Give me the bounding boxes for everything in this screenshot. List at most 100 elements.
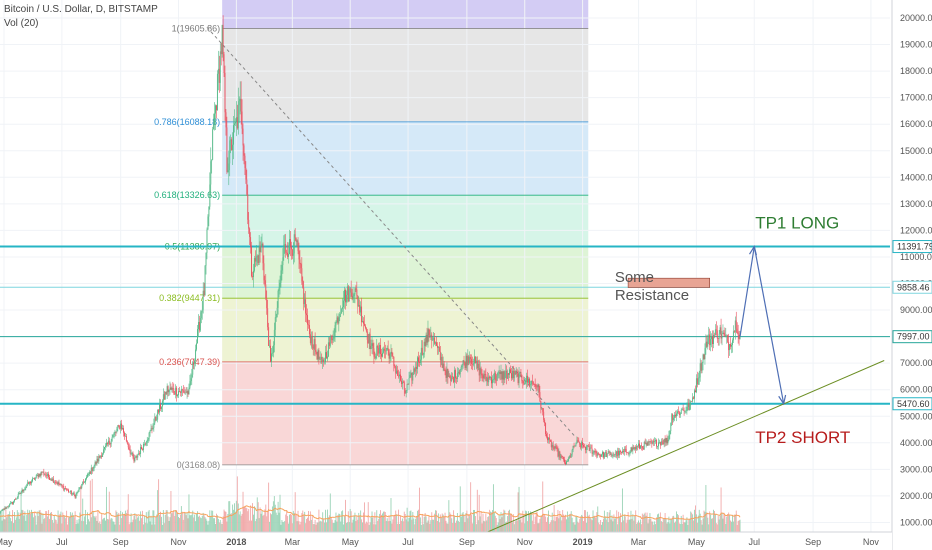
volume-bar — [569, 513, 571, 532]
volume-bar — [341, 511, 343, 532]
candle-body — [45, 474, 47, 476]
candle-body — [162, 394, 164, 401]
candle-body — [9, 503, 11, 507]
volume-bar — [276, 515, 278, 532]
volume-bar — [458, 522, 460, 532]
candle-body — [446, 368, 448, 378]
volume-bar — [57, 510, 59, 532]
volume-bar — [142, 524, 144, 532]
candle-body — [187, 391, 189, 395]
volume-bar — [256, 497, 258, 532]
volume-bar — [567, 517, 569, 532]
candle-body — [653, 440, 655, 443]
volume-bar — [255, 518, 257, 532]
volume-bar — [733, 514, 735, 532]
candle-body — [263, 263, 265, 281]
price-axis[interactable]: 20000.0019000.0018000.0017000.0016000.00… — [891, 0, 932, 550]
candle-body — [522, 381, 524, 384]
volume-bar — [319, 521, 321, 532]
candle-body — [214, 113, 216, 125]
volume-bar — [274, 504, 276, 532]
candle-body — [326, 356, 328, 359]
candle-body — [589, 447, 591, 451]
time-axis[interactable]: MayJulSepNov2018MarMayJulSepNov2019MarMa… — [0, 531, 892, 550]
candle-body — [69, 490, 71, 492]
candle-body — [498, 371, 500, 373]
candle-body — [613, 454, 615, 456]
candle-body — [437, 347, 439, 348]
volume-bar — [447, 523, 449, 532]
volume-bar — [47, 516, 49, 532]
volume-bar — [656, 517, 658, 532]
volume-bar — [611, 515, 613, 532]
candle-body — [130, 453, 132, 454]
volume-bar — [174, 515, 176, 532]
candle-body — [688, 403, 690, 411]
volume-bar — [607, 522, 609, 532]
volume-bar — [540, 516, 542, 532]
candle-body — [638, 443, 639, 447]
dashed-diagonal-trendline[interactable] — [206, 26, 577, 438]
time-tick-label: May — [342, 537, 360, 547]
candle-body — [140, 447, 142, 454]
volume-bar — [34, 515, 36, 532]
candle-body — [262, 243, 264, 264]
volume-bar — [103, 518, 105, 532]
candle-body — [243, 145, 245, 156]
volume-bar — [203, 515, 205, 532]
candle-body — [348, 288, 350, 302]
volume-bar — [153, 510, 155, 532]
volume-bar — [432, 519, 434, 532]
candle-body — [153, 423, 155, 428]
horizontal-levels[interactable] — [0, 245, 890, 405]
volume-bar — [473, 509, 474, 532]
volume-bar — [186, 512, 188, 532]
candle-body — [139, 453, 141, 454]
candle-body — [400, 380, 402, 385]
volume-bar — [529, 511, 531, 532]
volume-bar — [63, 515, 65, 532]
volume-bar — [529, 514, 530, 532]
volume-bar — [612, 521, 614, 532]
price-badge-label: 11391.79 — [897, 242, 932, 252]
candle-body — [543, 411, 545, 420]
volume-bar — [19, 512, 21, 532]
candle-body — [586, 445, 588, 447]
candle-body — [565, 462, 566, 465]
volume-bar — [453, 510, 455, 532]
candle-body — [181, 389, 183, 391]
projection-path[interactable] — [739, 246, 785, 404]
volume-bar — [38, 510, 40, 532]
candle-body — [689, 405, 691, 411]
volume-bar — [282, 521, 284, 532]
volume-bar — [191, 514, 193, 532]
volume-bar — [367, 502, 369, 532]
volume-bar — [345, 523, 347, 532]
fib-fill-band — [222, 195, 589, 247]
volume-bar — [377, 520, 379, 532]
volume-bar — [347, 511, 349, 532]
candle-body — [523, 383, 525, 384]
candle-body — [661, 441, 663, 444]
candle-body — [517, 374, 519, 384]
volume-bar — [559, 511, 561, 532]
ascending-trendline[interactable] — [455, 360, 885, 547]
candle-body — [253, 270, 254, 278]
volume-bar — [729, 515, 731, 532]
volume-bar — [335, 512, 337, 532]
volume-bar — [461, 513, 463, 532]
volume-bar — [371, 511, 373, 532]
volume-bar — [1, 520, 3, 532]
resistance-box[interactable] — [627, 277, 710, 288]
volume-bar — [738, 520, 740, 532]
volume-bar — [545, 516, 547, 532]
candle-body — [444, 370, 446, 371]
volume-bar — [698, 509, 700, 532]
candle-body — [485, 374, 487, 382]
candle-body — [588, 445, 590, 451]
candle-body — [330, 336, 332, 338]
candle-body — [611, 455, 613, 456]
volume-bar — [344, 516, 345, 532]
candle-body — [308, 325, 310, 335]
